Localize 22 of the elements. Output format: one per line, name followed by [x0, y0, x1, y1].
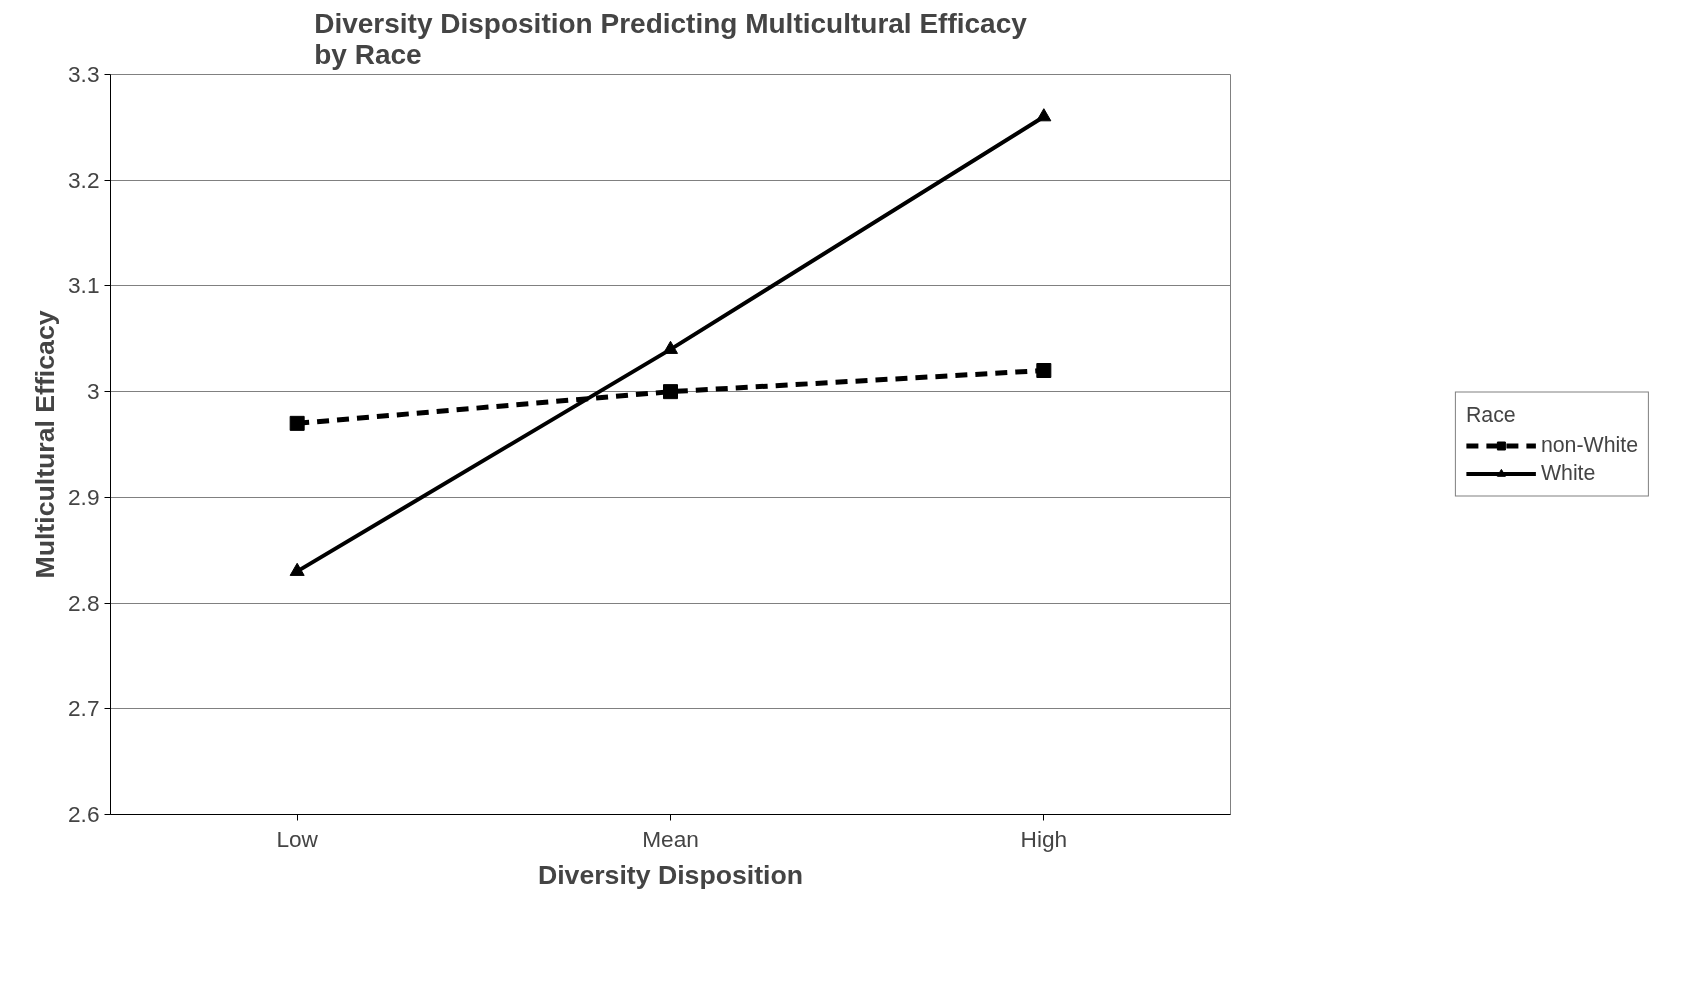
legend-label: non-White	[1540, 432, 1639, 458]
x-tick-label: Low	[276, 825, 319, 852]
y-tick-label: 2.7	[68, 695, 100, 722]
y-tick-label: 2.6	[68, 801, 100, 827]
chart-title: Diversity Disposition Predicting Multicultural Efficacy by Race	[314, 7, 1028, 70]
x-tick-label: High	[1020, 825, 1068, 852]
y-tick-label: 2.9	[68, 483, 100, 510]
point	[663, 384, 678, 400]
point	[1036, 363, 1052, 378]
y-tick-label: 3.1	[68, 272, 100, 299]
legend-label: White	[1540, 460, 1596, 486]
y-tick-label: 3.2	[68, 166, 100, 193]
legend-title: Race	[1465, 402, 1517, 428]
y-tick-label: 3.3	[68, 61, 100, 87]
y-axis-title: Multicultural Efficacy	[30, 310, 60, 579]
x-tick-label: Mean	[642, 825, 699, 852]
point	[663, 340, 678, 354]
y-tick-label: 3	[86, 378, 100, 405]
point	[1036, 108, 1052, 122]
point	[289, 415, 305, 431]
x-axis-title: Diversity Disposition	[537, 859, 804, 890]
y-tick-label: 2.8	[68, 589, 100, 616]
